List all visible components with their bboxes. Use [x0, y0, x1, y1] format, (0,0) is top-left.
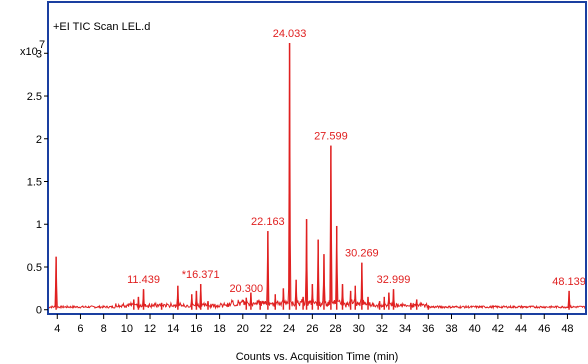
peak-label: 11.439	[127, 274, 160, 286]
peak-label: 30.269	[345, 248, 379, 260]
x-tick-label: 24	[283, 323, 295, 335]
peak-label: *16.371	[182, 269, 220, 281]
trace-group	[47, 42, 587, 310]
y-tick-label: 0	[36, 305, 42, 317]
y-tick-label: 3	[36, 48, 42, 60]
y-tick-label: 1.5	[27, 177, 42, 189]
x-tick-label: 44	[515, 323, 527, 335]
x-tick-label: 6	[77, 323, 83, 335]
x-tick-label: 30	[353, 323, 365, 335]
x-tick-label: 8	[101, 323, 107, 335]
x-tick-label: 12	[144, 323, 156, 335]
x-tick-label: 28	[329, 323, 341, 335]
x-tick-label: 36	[422, 323, 434, 335]
peak-label: 27.599	[314, 131, 348, 143]
x-tick-label: 40	[469, 323, 481, 335]
y-tick-label: 2	[36, 134, 42, 146]
x-tick-label: 22	[260, 323, 272, 335]
y-axis: 0 0.5 1 1.5 2 2.5 3	[27, 48, 48, 317]
x-tick-label: 32	[376, 323, 388, 335]
x-tick-label: 38	[445, 323, 457, 335]
x-axis-label: Counts vs. Acquisition Time (min)	[236, 351, 399, 363]
x-tick-label: 48	[561, 323, 573, 335]
y-tick-label: 0.5	[27, 262, 42, 274]
x-tick-label: 20	[237, 323, 249, 335]
annotation-group: 11.439 *16.371 20.300 22.163 24.033 27.599 30.…	[127, 28, 586, 295]
plot-frame	[47, 1, 587, 315]
x-tick-label: 26	[306, 323, 318, 335]
y-exponent-label: 7	[39, 39, 45, 51]
y-tick-label: 1	[36, 219, 42, 231]
tic-trace-line	[47, 42, 587, 310]
y-tick-label: 2.5	[27, 91, 42, 103]
peak-label: 24.033	[273, 28, 307, 40]
x-tick-label: 18	[213, 323, 225, 335]
peak-label: 22.163	[251, 216, 285, 228]
x-axis: 4 6 8 10 12 14 16 18 20 22 24 26 28 30 32 34 36 38 40 42 44 4…	[54, 314, 574, 335]
plot-area: 11.439 *16.371 20.300 22.163 24.033 27.599 30.…	[47, 28, 587, 310]
x-tick-label: 10	[121, 323, 133, 335]
x-tick-label: 14	[167, 323, 179, 335]
peak-label: 20.300	[229, 283, 263, 295]
chart-title: +EI TIC Scan LEL.d	[53, 21, 150, 33]
x-tick-label: 34	[399, 323, 411, 335]
peak-label: 48.139	[552, 276, 586, 288]
x-tick-label: 4	[54, 323, 60, 335]
x-tick-label: 42	[492, 323, 504, 335]
x-tick-label: 16	[190, 323, 202, 335]
peak-label: 32.999	[377, 274, 411, 286]
y-multiplier-label: x10	[20, 46, 38, 58]
x-tick-label: 46	[538, 323, 550, 335]
